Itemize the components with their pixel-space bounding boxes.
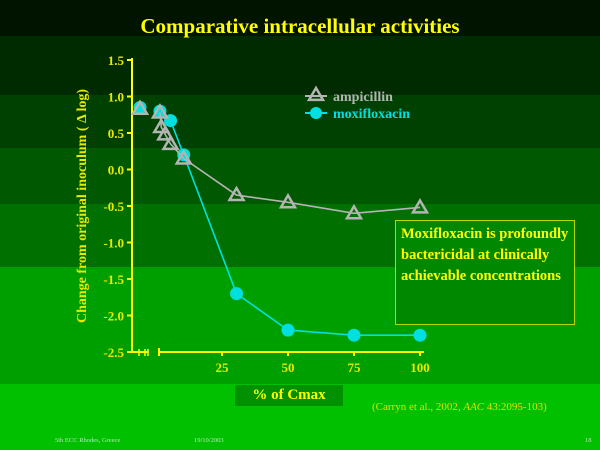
ampicillin-point [174, 149, 193, 165]
y-tick-label: -2.0 [103, 309, 124, 324]
moxifloxacin-point [230, 287, 244, 301]
y-tick-label: 1.5 [108, 53, 125, 68]
moxifloxacin-point [133, 100, 147, 114]
ampicillin-point [410, 197, 430, 214]
ampicillin-point [156, 124, 175, 141]
ampicillin-point [344, 203, 364, 220]
citation: (Carryn et al., 2002, AAC 43:2095-103) [372, 401, 547, 413]
bg-band-1 [0, 0, 600, 36]
ampicillin-point [130, 99, 150, 116]
annotation-box: Moxifloxacin is profoundly bactericidal … [395, 220, 575, 325]
ampicillin-point [150, 103, 170, 119]
citation-journal: AAC [463, 401, 485, 413]
legend-ampicillin-label: ampicillin [333, 90, 393, 105]
ampicillin-point [227, 185, 246, 202]
legend-moxifloxacin-label: moxifloxacin [333, 107, 410, 122]
x-tick-label: 100 [410, 360, 430, 375]
moxifloxacin-line [159, 110, 420, 337]
moxifloxacin-point [153, 104, 167, 118]
x-axis-label: % of Cmax [235, 385, 343, 406]
x-tick-label: 50 [282, 360, 295, 375]
y-tick-label: -0.5 [103, 199, 124, 214]
x-tick-label: 75 [348, 360, 362, 375]
ampicillin-point [161, 134, 180, 151]
bg-band-4 [0, 148, 600, 204]
footer-date: 19/10/2003 [194, 437, 224, 444]
slide-title: Comparative intracellular activities [140, 14, 460, 38]
y-tick-label: 0.0 [108, 163, 124, 178]
bg-band-3 [0, 95, 600, 148]
y-axis-label: Change from original inoculum ( Δ log) [75, 88, 90, 324]
bg-band-2 [0, 36, 600, 95]
y-tick-label: -1.0 [103, 236, 124, 251]
citation-prefix: (Carryn et al., 2002, [372, 401, 464, 413]
y-tick-label: 1.0 [108, 90, 124, 105]
legend-moxifloxacin-marker [310, 107, 322, 119]
moxifloxacin-point [347, 328, 361, 342]
moxifloxacin-point [281, 323, 295, 337]
ampicillin-point [278, 192, 298, 209]
y-tick-label: -1.5 [103, 272, 124, 287]
footer-event: 5th ECC Rhodes, Greece [55, 437, 121, 444]
legend-ampicillin-marker [306, 85, 326, 102]
y-tick-label: -2.5 [103, 345, 124, 360]
citation-suffix: 43:2095-103) [484, 401, 547, 413]
page-number: 18 [585, 437, 592, 444]
moxifloxacin-point [413, 328, 427, 342]
y-tick-label: 0.5 [108, 126, 125, 141]
x-tick-label: 25 [216, 360, 230, 375]
